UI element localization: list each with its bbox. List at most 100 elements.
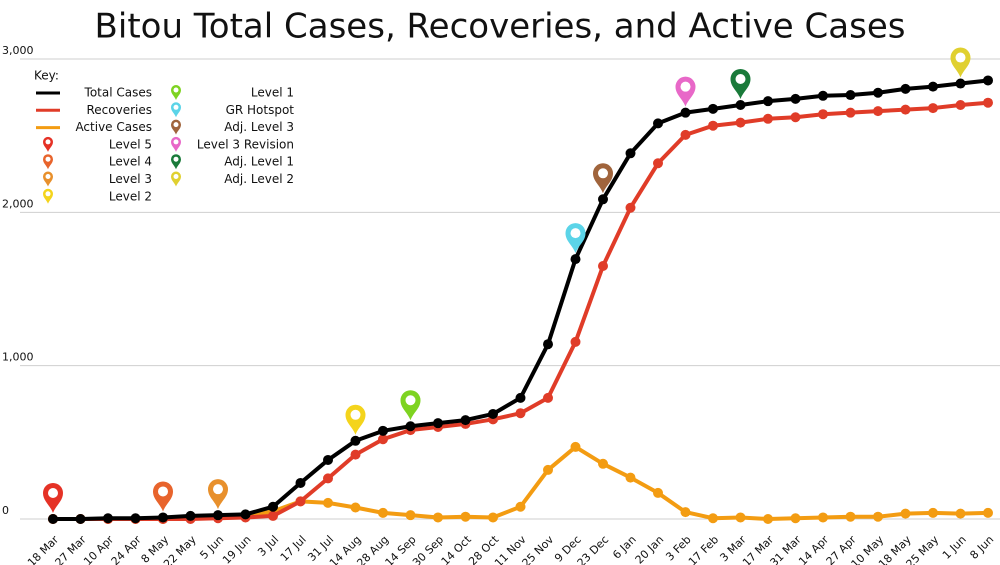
legend-label: Adj. Level 1 — [224, 155, 294, 169]
legend-label: Level 3 — [109, 172, 152, 186]
x-tick-label: 17 Jul — [278, 533, 309, 564]
pin — [565, 223, 586, 254]
pin — [43, 483, 63, 513]
point — [983, 75, 993, 86]
point — [213, 510, 223, 521]
point — [405, 510, 416, 521]
point — [928, 81, 938, 92]
point — [928, 507, 938, 518]
point — [653, 487, 663, 498]
point — [350, 435, 361, 446]
y-tick-label: 0 — [2, 504, 9, 517]
pin-hole — [173, 87, 179, 93]
point — [295, 477, 306, 488]
point — [763, 514, 773, 524]
point — [323, 454, 333, 465]
point — [543, 339, 553, 350]
point — [625, 148, 636, 159]
annotation-pin — [345, 404, 366, 435]
point — [350, 449, 361, 460]
pin-hole — [173, 174, 179, 179]
point — [790, 513, 801, 524]
point — [845, 107, 856, 118]
pin — [675, 76, 696, 107]
point — [735, 117, 746, 128]
point — [708, 513, 718, 524]
point — [845, 511, 856, 522]
pin-hole — [173, 139, 179, 145]
point — [515, 392, 526, 403]
point — [570, 441, 581, 452]
pin — [171, 136, 181, 152]
pin-hole — [173, 156, 179, 162]
x-tick-label: 20 Jan — [633, 533, 667, 565]
point — [955, 78, 966, 89]
point — [268, 510, 278, 521]
point — [433, 512, 443, 523]
point — [680, 507, 691, 518]
annotation-pin — [730, 69, 751, 99]
x-tick-label: 8 Jun — [967, 533, 996, 562]
point — [103, 513, 113, 524]
point — [295, 496, 306, 507]
pin — [400, 390, 421, 421]
point — [653, 158, 663, 169]
pin — [171, 102, 181, 118]
pin-hole — [45, 156, 51, 162]
legend-label: Level 3 Revision — [197, 137, 294, 151]
point — [598, 458, 608, 469]
point — [818, 109, 828, 120]
pin — [43, 136, 53, 152]
point — [570, 336, 581, 347]
pin-hole — [45, 174, 51, 179]
point — [735, 100, 746, 110]
pin — [43, 171, 53, 187]
pin-hole — [45, 139, 51, 145]
x-tick-label: 24 Apr — [109, 533, 144, 565]
point — [790, 93, 801, 104]
legend-label: Level 2 — [109, 189, 152, 203]
pin-hole — [350, 409, 361, 420]
point — [680, 129, 691, 140]
legend-label: Adj. Level 3 — [224, 120, 294, 134]
pin-hole — [213, 484, 223, 495]
point — [323, 497, 333, 508]
pin-hole — [48, 488, 58, 498]
point — [680, 107, 691, 118]
point — [873, 106, 883, 117]
point — [488, 512, 498, 523]
point — [405, 421, 416, 432]
point — [323, 473, 333, 484]
pin-hole — [598, 168, 608, 179]
chart-title: Bitou Total Cases, Recoveries, and Activ… — [95, 7, 906, 47]
y-tick-label: 1,000 — [2, 351, 34, 364]
point — [928, 103, 938, 114]
pin — [171, 85, 181, 100]
pin — [171, 171, 181, 187]
point — [130, 513, 141, 524]
point — [598, 194, 608, 205]
point — [48, 514, 58, 524]
point — [488, 408, 498, 419]
point — [790, 112, 801, 123]
point — [708, 103, 718, 114]
point — [900, 83, 911, 94]
x-tick-label: 19 Jun — [220, 533, 254, 565]
point — [708, 120, 718, 131]
point — [460, 511, 471, 522]
point — [460, 415, 471, 426]
x-tick-label: 25 Nov — [519, 533, 556, 565]
point — [763, 113, 773, 124]
legend-label: Level 5 — [109, 137, 152, 151]
pin — [171, 119, 181, 135]
point — [350, 502, 361, 513]
point — [433, 418, 443, 429]
pin-hole — [173, 122, 179, 128]
x-tick-label: 17 Feb — [686, 533, 721, 565]
point — [625, 202, 636, 213]
point — [653, 118, 663, 129]
point — [818, 512, 828, 523]
point — [378, 425, 388, 436]
annotation-pin — [153, 481, 173, 512]
annotation-pin — [400, 390, 421, 421]
